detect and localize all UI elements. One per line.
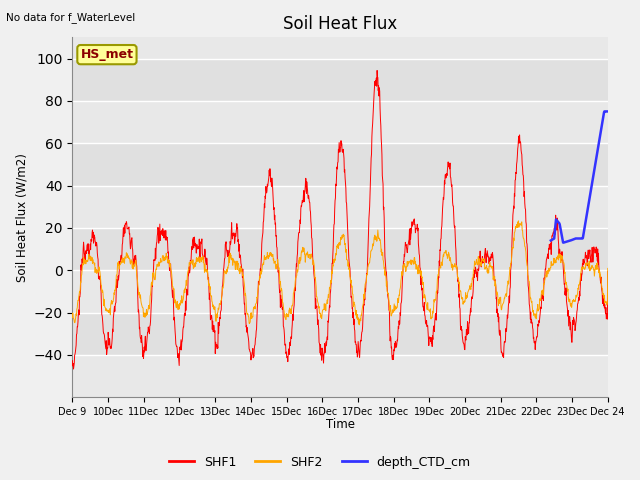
Title: Soil Heat Flux: Soil Heat Flux [283, 15, 397, 33]
Bar [72, 270, 608, 312]
Bar [72, 101, 608, 143]
Bar [72, 228, 608, 270]
Bar [72, 312, 608, 355]
Text: No data for f_WaterLevel: No data for f_WaterLevel [6, 12, 136, 23]
Bar [72, 59, 608, 101]
Text: HS_met: HS_met [81, 48, 133, 61]
Bar [72, 143, 608, 186]
Legend: SHF1, SHF2, depth_CTD_cm: SHF1, SHF2, depth_CTD_cm [164, 451, 476, 474]
X-axis label: Time: Time [326, 419, 355, 432]
Y-axis label: Soil Heat Flux (W/m2): Soil Heat Flux (W/m2) [15, 153, 28, 282]
Bar [72, 186, 608, 228]
